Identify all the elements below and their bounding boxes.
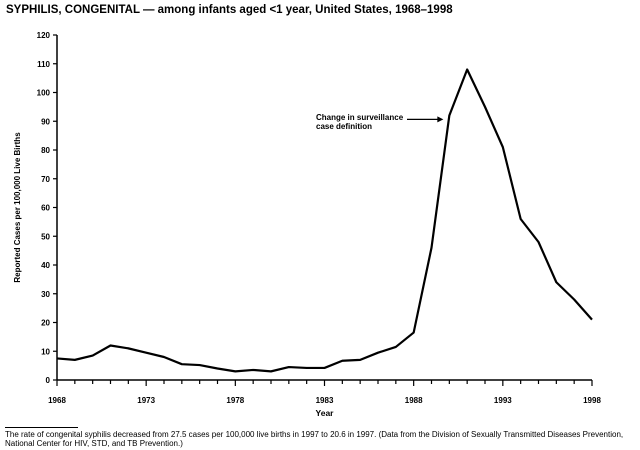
- y-tick-label: 10: [41, 347, 50, 356]
- y-tick-label: 60: [41, 204, 50, 213]
- y-tick-label: 100: [37, 89, 51, 98]
- chart-title: SYPHILIS, CONGENITAL — among infants age…: [6, 4, 453, 16]
- y-tick-label: 70: [41, 175, 50, 184]
- x-tick-label: 1973: [137, 396, 155, 405]
- y-tick-label: 90: [41, 117, 50, 126]
- x-tick-label: 1983: [316, 396, 334, 405]
- annotation-text: case definition: [316, 122, 372, 131]
- y-tick-label: 120: [37, 31, 51, 40]
- y-tick-label: 0: [46, 376, 51, 385]
- series-line: [56, 68, 593, 373]
- x-axis-label: Year: [316, 408, 335, 418]
- line-chart: 0 10 20 30 40 50 60 70 80 90 100 110 120 1968 1973 1978…: [13, 31, 601, 418]
- x-tick-label: 1998: [583, 396, 601, 405]
- y-tick-label: 30: [41, 290, 50, 299]
- x-tick-label: 1968: [48, 396, 66, 405]
- x-tick-label: 1978: [226, 396, 244, 405]
- x-tick-label: 1993: [494, 396, 512, 405]
- y-tick-label: 80: [41, 146, 50, 155]
- annotation-text: Change in surveillance: [316, 113, 404, 122]
- footnote: The rate of congenital syphilis decrease…: [5, 430, 624, 448]
- x-tick-label: 1988: [405, 396, 423, 405]
- y-tick-label: 50: [41, 232, 50, 241]
- footnote-rule: [5, 427, 78, 428]
- y-tick-label: 20: [41, 319, 50, 328]
- y-tick-label: 40: [41, 261, 50, 270]
- y-axis-label: Reported Cases per 100,000 Live Births: [13, 132, 22, 283]
- y-tick-label: 110: [37, 60, 50, 69]
- annotation-arrowhead: [437, 116, 444, 123]
